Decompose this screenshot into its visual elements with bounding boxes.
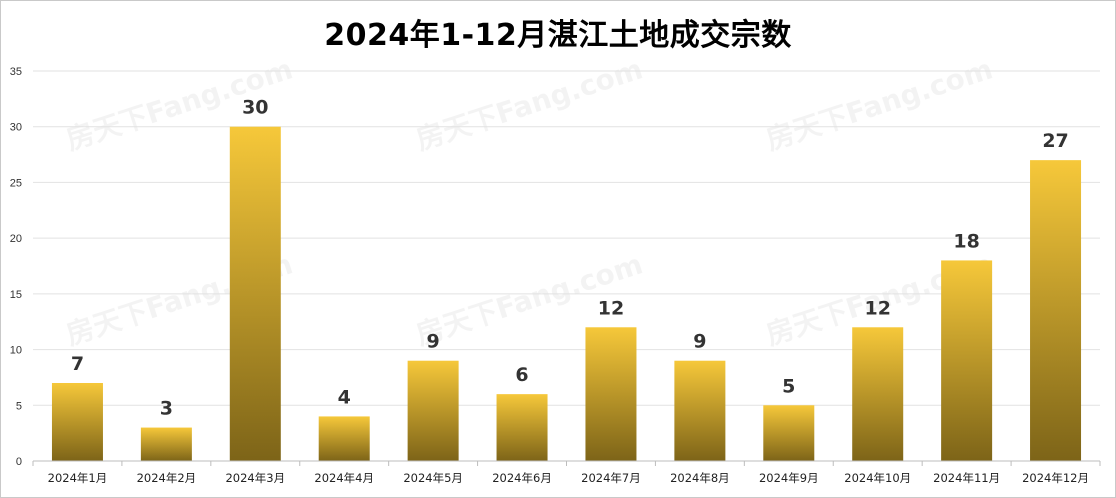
y-tick-label: 25	[10, 177, 22, 189]
bar	[852, 327, 904, 461]
x-tick-label: 2024年1月	[48, 471, 108, 485]
y-tick-label: 5	[16, 400, 22, 412]
chart-title: 2024年1-12月湛江土地成交宗数	[324, 18, 792, 53]
x-axis: 2024年1月 2024年2月 2024年3月 2024年4月 2024年5月 2024年…	[32, 460, 1101, 485]
data-label: 12	[598, 297, 624, 319]
x-tick-label: 2024年2月	[137, 471, 197, 485]
watermark-text: 房天下Fang.com	[762, 52, 997, 156]
y-tick-label: 0	[16, 456, 22, 468]
data-label: 18	[953, 230, 979, 252]
bar	[51, 383, 103, 461]
bar	[763, 405, 815, 461]
data-labels: 7 3 30 4 9 6 12 9 5 12 18 27	[71, 97, 1069, 420]
y-tick-label: 15	[10, 289, 22, 301]
y-tick-label: 10	[10, 345, 22, 357]
bar	[229, 126, 281, 461]
bar	[140, 427, 192, 461]
y-tick-label: 30	[10, 122, 22, 134]
x-tick-label: 2024年3月	[225, 471, 285, 485]
x-tick-label: 2024年10月	[844, 471, 911, 485]
x-tick-label: 2024年4月	[314, 471, 374, 485]
y-tick-label: 20	[10, 233, 22, 245]
bar	[407, 360, 459, 461]
bar	[496, 394, 548, 461]
x-tick-label: 2024年7月	[581, 471, 641, 485]
data-label: 9	[427, 331, 440, 353]
bar	[1030, 160, 1082, 461]
y-tick-label: 35	[10, 66, 22, 78]
watermark-layer: 房天下Fang.com房天下Fang.com房天下Fang.com房天下Fang…	[62, 52, 997, 351]
y-axis: 0 5 10 15 20 25 30 35	[10, 66, 22, 468]
data-label: 30	[242, 97, 268, 119]
bars	[51, 126, 1082, 461]
x-tick-label: 2024年9月	[759, 471, 819, 485]
bar	[941, 260, 993, 461]
data-label: 4	[338, 386, 351, 408]
bar	[318, 416, 370, 461]
x-tick-label: 2024年12月	[1022, 471, 1089, 485]
data-label: 5	[782, 375, 795, 397]
data-label: 6	[515, 364, 528, 386]
watermark-text: 房天下Fang.com	[412, 52, 647, 156]
data-label: 9	[693, 331, 706, 353]
data-label: 27	[1042, 130, 1068, 152]
data-label: 12	[864, 297, 890, 319]
bar	[585, 327, 637, 461]
bar	[674, 360, 726, 461]
x-tick-label: 2024年11月	[933, 471, 1000, 485]
gridlines	[33, 70, 1100, 406]
data-label: 7	[71, 353, 84, 375]
data-label: 3	[160, 398, 173, 420]
x-tick-label: 2024年5月	[403, 471, 463, 485]
x-tick-label: 2024年8月	[670, 471, 730, 485]
x-tick-label: 2024年6月	[492, 471, 552, 485]
